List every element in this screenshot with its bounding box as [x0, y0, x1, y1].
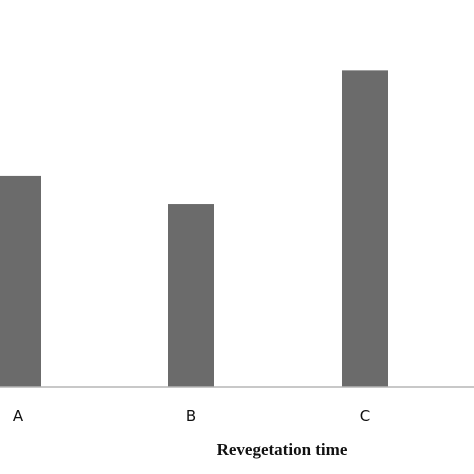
- x-tick-label-b: B: [186, 407, 196, 425]
- bar-a: [0, 175, 41, 387]
- x-tick-labels: A B C: [13, 407, 370, 425]
- x-axis-title: Revegetation time: [217, 440, 348, 459]
- bars-group: [0, 70, 388, 387]
- bar-b: [168, 204, 214, 387]
- x-tick-label-c: C: [360, 407, 370, 425]
- bar-c: [342, 70, 388, 387]
- x-tick-label-a: A: [13, 407, 24, 425]
